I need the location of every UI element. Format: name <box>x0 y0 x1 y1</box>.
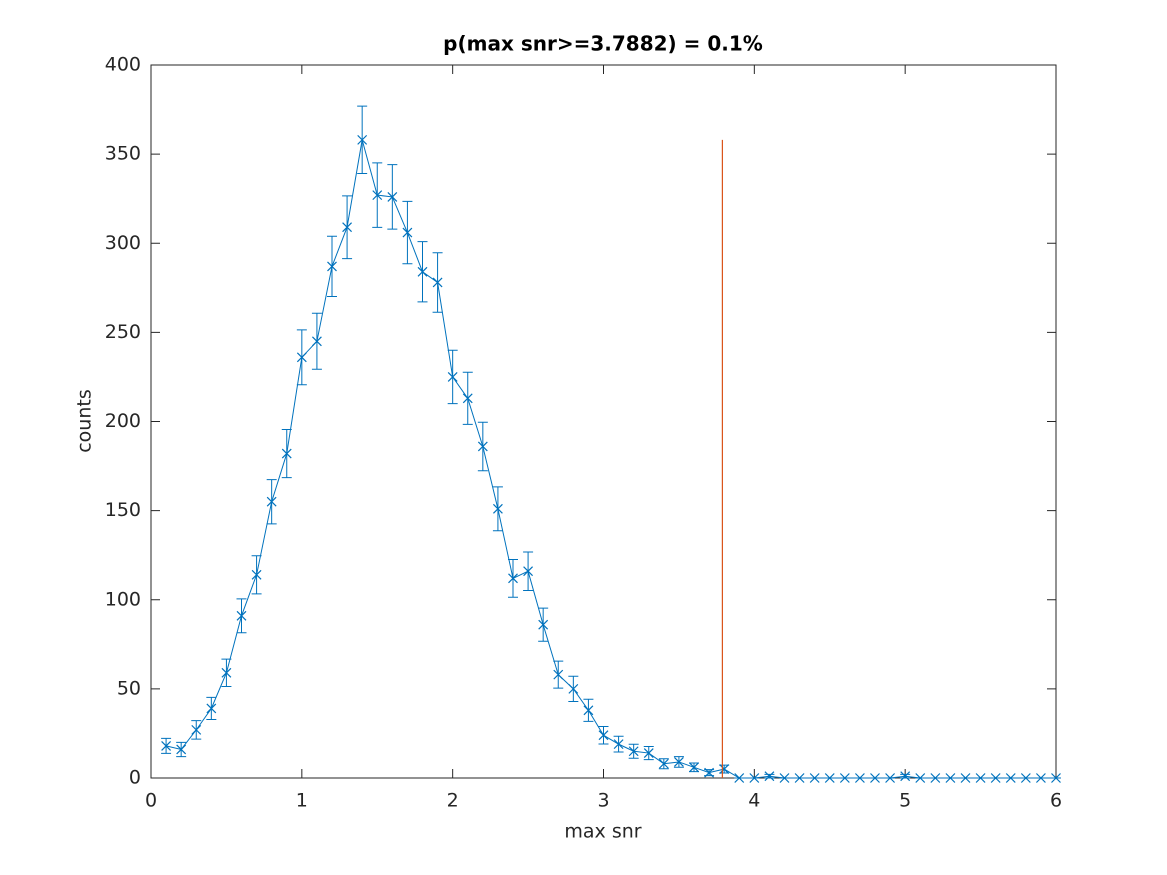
marker <box>809 773 820 783</box>
marker <box>1035 773 1046 783</box>
marker <box>523 566 534 577</box>
marker <box>598 730 609 741</box>
marker <box>236 610 247 621</box>
marker <box>161 740 172 751</box>
marker <box>432 277 443 288</box>
marker <box>357 134 368 145</box>
marker <box>191 724 202 735</box>
marker <box>447 372 458 382</box>
marker <box>824 773 835 783</box>
marker <box>311 336 322 347</box>
marker <box>794 773 805 783</box>
marker <box>779 773 790 783</box>
x-tick-label: 2 <box>447 790 459 812</box>
marker <box>689 762 699 773</box>
marker <box>734 773 745 783</box>
marker <box>327 261 337 272</box>
marker <box>643 748 654 758</box>
marker <box>296 352 307 363</box>
y-tick-label: 0 <box>129 767 141 789</box>
marker <box>462 393 473 404</box>
marker <box>1020 773 1031 783</box>
y-tick-label: 200 <box>105 410 141 432</box>
y-tick-label: 250 <box>105 321 141 343</box>
marker <box>568 683 579 694</box>
chart-title: p(max snr>=3.7882) = 0.1% <box>443 32 763 56</box>
marker <box>1051 773 1061 783</box>
marker <box>583 705 594 716</box>
x-axis-label: max snr <box>564 821 641 843</box>
y-tick-label: 350 <box>105 143 141 165</box>
x-tick-label: 3 <box>597 790 609 812</box>
marker <box>553 669 564 680</box>
marker <box>342 222 353 233</box>
marker <box>477 441 488 452</box>
marker <box>673 757 684 767</box>
marker <box>870 773 880 783</box>
y-tick-label: 300 <box>105 232 141 254</box>
x-tick-label: 6 <box>1050 790 1062 812</box>
marker <box>749 773 760 783</box>
marker <box>960 773 971 783</box>
marker <box>704 767 715 778</box>
y-tick-label: 50 <box>117 677 141 699</box>
marker <box>990 773 1001 783</box>
marker <box>945 773 956 783</box>
marker <box>538 619 549 630</box>
marker <box>417 266 428 277</box>
marker <box>975 773 986 783</box>
y-axis-label: counts <box>74 389 96 453</box>
marker <box>719 764 730 775</box>
marker <box>176 744 187 755</box>
marker <box>266 496 277 507</box>
y-tick-label: 150 <box>105 499 141 521</box>
marker <box>206 703 217 714</box>
marker <box>281 448 292 459</box>
y-tick-label: 100 <box>105 588 141 610</box>
marker <box>854 773 865 783</box>
y-tick-label: 400 <box>105 54 141 76</box>
marker <box>387 191 398 202</box>
marker <box>915 773 926 783</box>
marker <box>628 746 639 757</box>
marker <box>613 739 624 750</box>
x-tick-label: 4 <box>748 790 760 812</box>
marker <box>402 227 413 238</box>
marker <box>930 773 941 783</box>
marker <box>885 773 896 783</box>
x-tick-label: 1 <box>296 790 308 812</box>
marker <box>839 773 850 783</box>
x-tick-label: 5 <box>899 790 911 812</box>
marker <box>251 569 262 580</box>
marker <box>1005 773 1016 783</box>
x-tick-label: 0 <box>145 790 157 812</box>
marker <box>492 503 503 514</box>
marker <box>900 771 911 782</box>
plot-box <box>150 64 1057 779</box>
marker <box>372 190 383 201</box>
marker <box>508 573 518 584</box>
marker <box>658 758 669 769</box>
marker <box>221 667 232 678</box>
marker <box>764 771 775 782</box>
